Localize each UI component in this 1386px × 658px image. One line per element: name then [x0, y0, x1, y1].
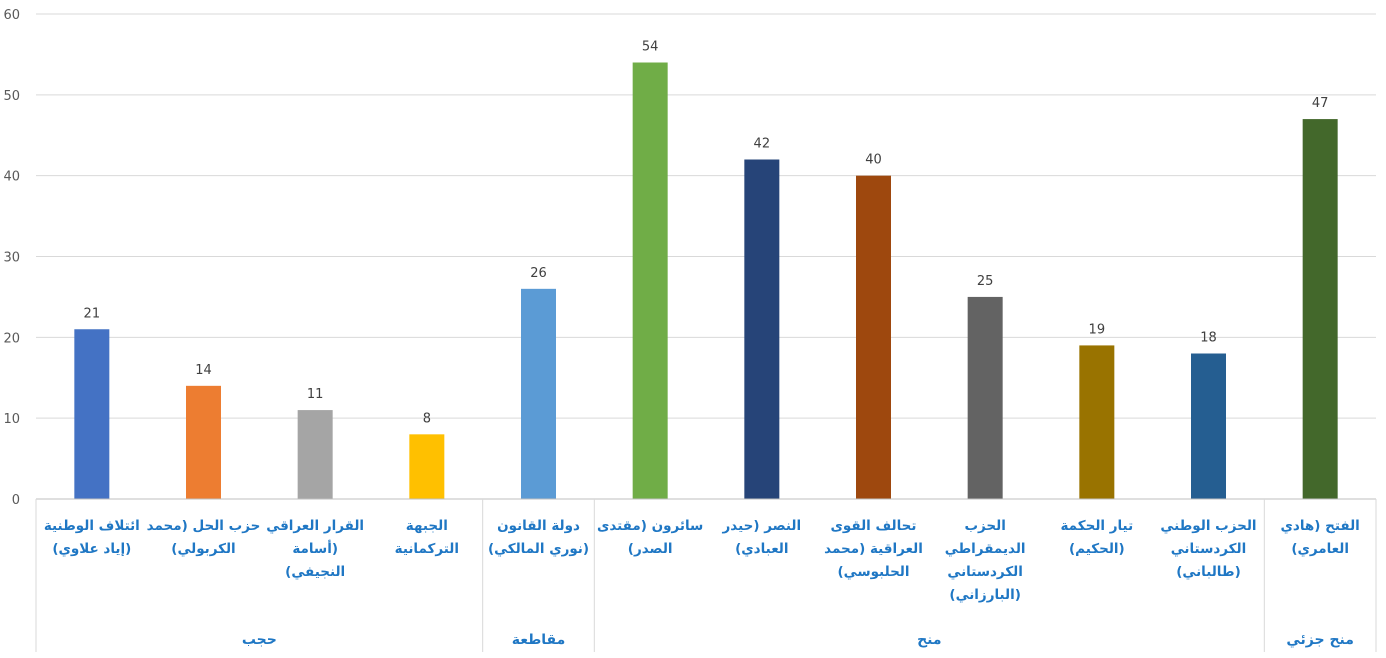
x-tick-label-line: ائتلاف الوطنية [44, 518, 140, 534]
bars [74, 62, 1338, 499]
y-tick-label: 10 [3, 412, 20, 427]
data-label: 8 [423, 411, 431, 426]
x-tick-label-line: الحزب الوطني [1160, 518, 1256, 534]
y-tick-label: 30 [3, 251, 20, 266]
y-tick-label: 50 [3, 89, 20, 104]
x-tick-label: ائتلاف الوطنية (إياد علاوي) [44, 518, 140, 557]
x-tick-label-line: الكردستاني [1171, 541, 1246, 557]
x-tick-label-line: الفتح (هادي [1281, 518, 1360, 534]
x-tick-label: حزب الحل (محمد الكربولي) [147, 518, 261, 557]
x-tick-label-line: العراقية (محمد [824, 541, 923, 557]
x-tick-label-line: الحلبوسي) [837, 564, 909, 580]
data-label: 54 [642, 40, 659, 55]
y-tick-label: 40 [3, 170, 20, 185]
x-tick-label: دولة القانون (نوري المالكي) [488, 518, 589, 557]
bar [74, 329, 110, 499]
y-axis: 0 10 20 30 40 50 60 [3, 8, 20, 508]
x-tick-label-line: الصدر) [628, 541, 673, 557]
bar [632, 62, 668, 499]
x-tick-label-line: القرار العراقي [266, 518, 364, 534]
x-tick-label-line: الحزب [964, 518, 1005, 534]
gridlines [36, 13, 1376, 419]
bar [409, 434, 445, 499]
x-tick-label: الحزب الديمقراطي الكردستاني (البارزاني) [945, 518, 1026, 603]
bar [744, 159, 780, 499]
x-tick-label-line: الجبهة [406, 518, 448, 534]
data-label: 18 [1200, 331, 1217, 346]
data-label: 25 [977, 274, 994, 289]
x-tick-label-line: الكربولي) [171, 541, 235, 557]
x-tick-label-line: العبادي) [735, 541, 788, 557]
y-tick-label: 0 [12, 493, 20, 508]
data-label: 11 [307, 387, 324, 402]
bar [1079, 345, 1115, 499]
x-tick-label-line: (نوري المالكي) [488, 541, 589, 557]
x-tick-label-line: التركمانية [395, 541, 459, 557]
group-label: حجب [242, 632, 277, 648]
x-tick-label: تيار الحكمة (الحكيم) [1061, 518, 1134, 557]
x-tick-label-line: الديمقراطي [945, 541, 1026, 557]
x-tick-label-line: النجيفي) [285, 564, 345, 580]
data-label: 47 [1312, 96, 1329, 111]
y-tick-label: 20 [3, 331, 20, 346]
x-tick-label-line: النصر (حيدر [722, 518, 802, 534]
x-tick-label-line: العامري) [1291, 541, 1349, 557]
group-label: مقاطعة [512, 632, 566, 648]
bar [967, 296, 1003, 499]
x-axis: ائتلاف الوطنية (إياد علاوي) حزب الحل (محمد… [36, 498, 1376, 603]
x-tick-label: القرار العراقي (أسامة النجيفي) [266, 518, 364, 580]
bar [1302, 119, 1338, 499]
bar [297, 410, 333, 499]
x-tick-label-line: (إياد علاوي) [52, 541, 131, 557]
x-tick-label-line: (طالباني) [1176, 564, 1241, 580]
data-labels: 21 14 11 8 26 54 42 40 25 19 18 47 [84, 40, 1329, 427]
group-label: منح جزئي [1286, 632, 1354, 648]
x-tick-label-line: (البارزاني) [949, 587, 1021, 603]
x-tick-label-line: دولة القانون [497, 518, 580, 534]
x-tick-label-line: (أسامة [292, 540, 338, 557]
y-tick-label: 60 [3, 8, 20, 23]
x-tick-label-line: حزب الحل (محمد [147, 518, 261, 534]
group-label: منح [917, 632, 941, 648]
x-tick-label: سائرون (مقتدى الصدر) [597, 518, 703, 557]
x-tick-label: الفتح (هادي العامري) [1281, 518, 1360, 557]
bar [1191, 353, 1226, 499]
x-tick-label-line: الكردستاني [947, 564, 1022, 580]
category-groups: حجب مقاطعة منح منح جزئي [35, 499, 1377, 652]
data-label: 42 [754, 137, 771, 152]
data-label: 21 [84, 306, 101, 321]
x-tick-label-line: (الحكيم) [1069, 541, 1125, 557]
bar [186, 385, 221, 499]
data-label: 26 [530, 266, 547, 281]
x-tick-label-line: تحالف القوى [831, 518, 917, 534]
data-label: 14 [195, 363, 212, 378]
x-tick-label: الجبهة التركمانية [395, 518, 459, 557]
x-tick-label-line: تيار الحكمة [1061, 518, 1134, 534]
x-tick-label: النصر (حيدر العبادي) [722, 518, 802, 557]
x-tick-label-line: سائرون (مقتدى [597, 518, 703, 534]
data-label: 19 [1089, 322, 1106, 337]
bar [521, 288, 556, 499]
bar [856, 175, 891, 499]
data-label: 40 [865, 153, 882, 168]
x-tick-label: الحزب الوطني الكردستاني (طالباني) [1160, 518, 1256, 580]
x-tick-label: تحالف القوى العراقية (محمد الحلبوسي) [824, 518, 923, 580]
